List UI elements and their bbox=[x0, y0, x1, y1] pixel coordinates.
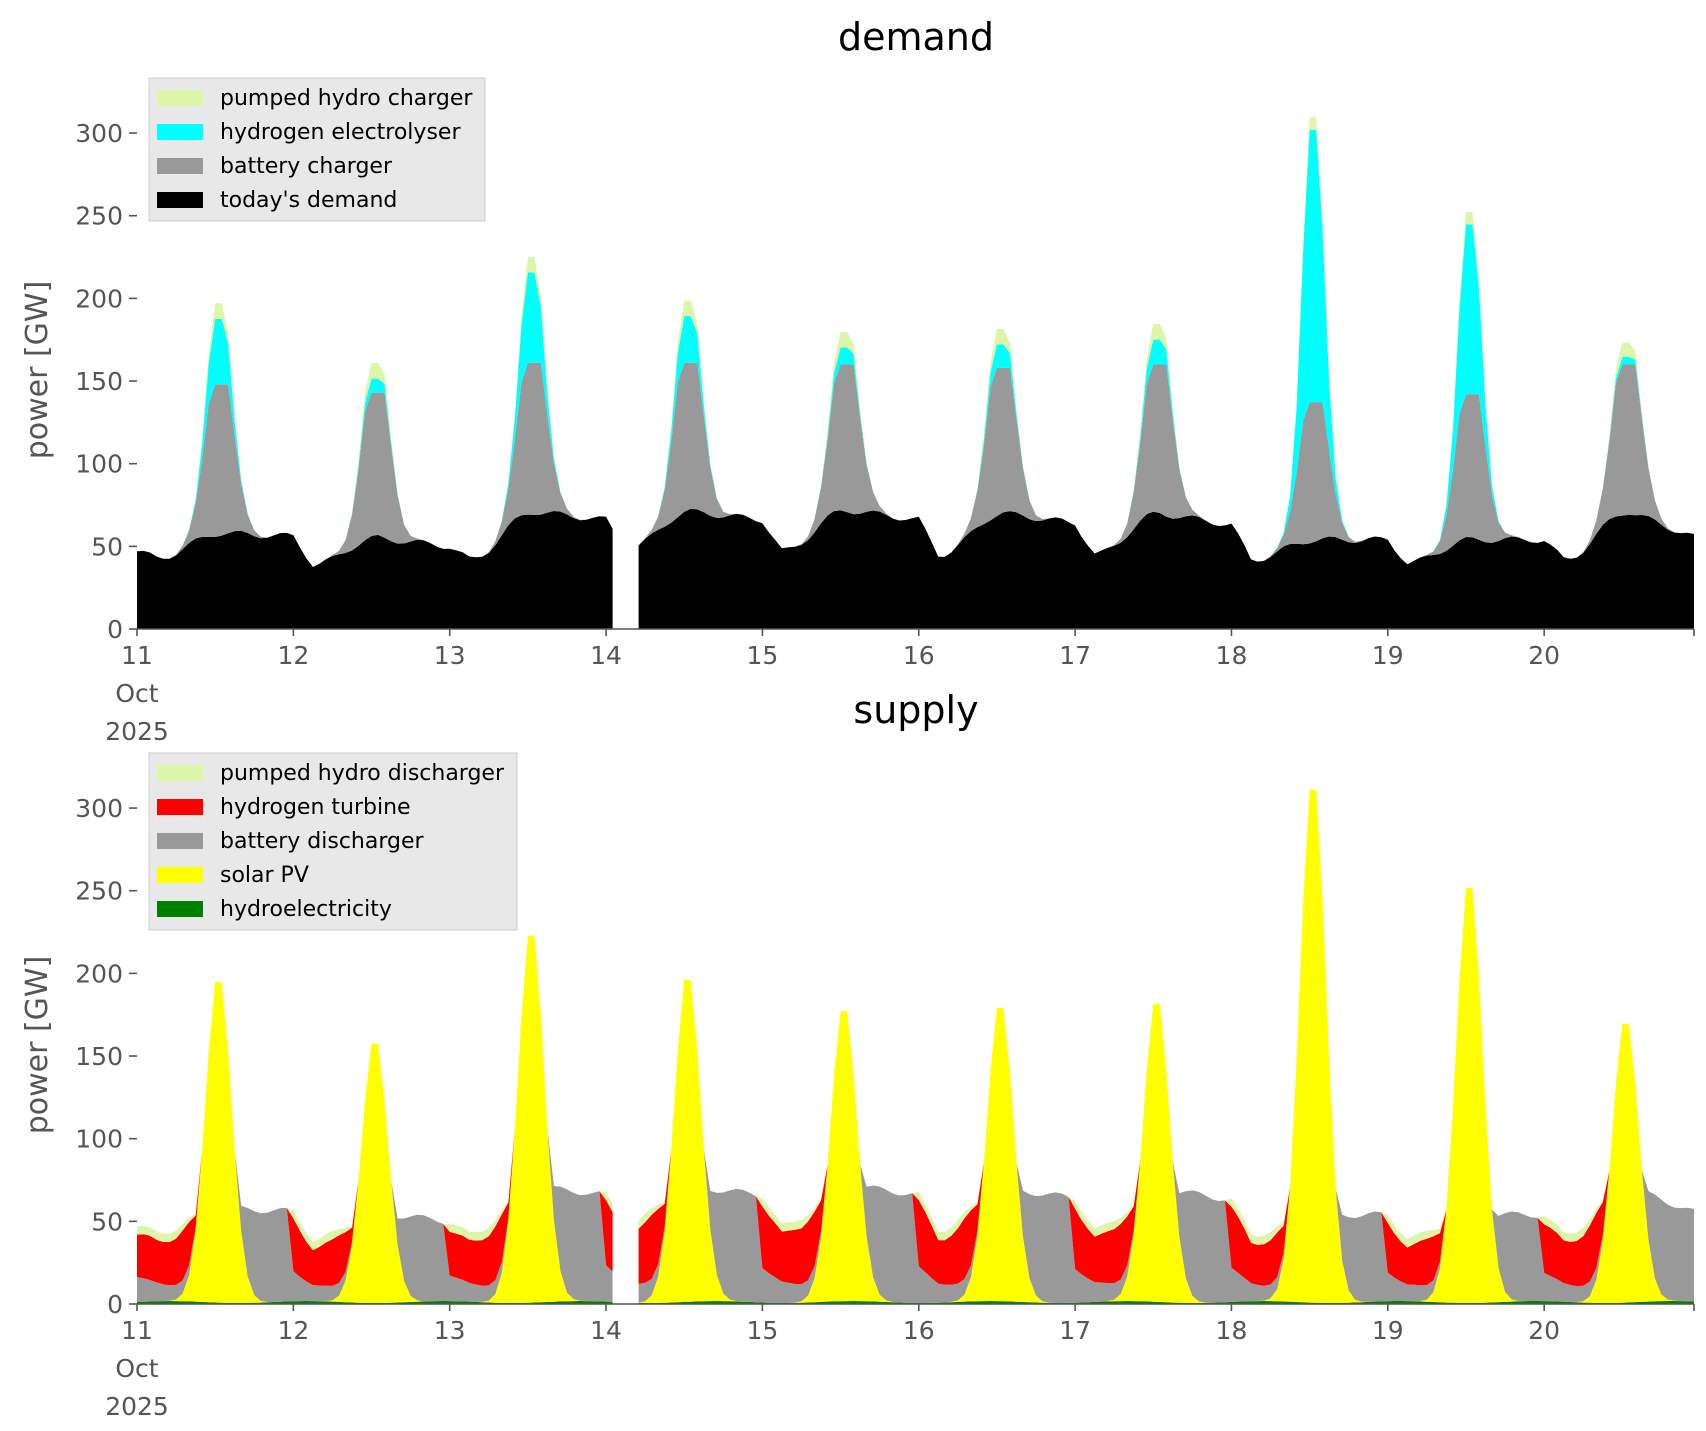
area-layers bbox=[137, 117, 1694, 629]
legend-label-pumped-hydro-charger: pumped hydro charger bbox=[220, 86, 473, 111]
x-tick-label: 19 bbox=[1372, 641, 1404, 670]
legend-swatch-hydrogen-electrolyser bbox=[157, 124, 203, 140]
x-axis-ticks: 11 Oct 2025 12 13 14 15 16 17 18 19 20 bbox=[105, 1304, 1695, 1421]
y-axis-label: power [GW] bbox=[20, 281, 55, 460]
x-tick-label: 16 bbox=[903, 1316, 935, 1345]
x-tick-label: Oct bbox=[115, 1354, 158, 1383]
y-axis-ticks: 0 50 100 150 200 250 300 bbox=[75, 119, 137, 644]
area-hydrogen-electrolyser bbox=[137, 129, 1694, 567]
legend: pumped hydro charger hydrogen electrolys… bbox=[148, 77, 486, 222]
legend-label-battery-charger: battery charger bbox=[220, 154, 393, 179]
chart-title: supply bbox=[853, 688, 978, 732]
legend-label-battery-discharger: battery discharger bbox=[220, 829, 425, 854]
area-battery-discharger bbox=[137, 789, 1694, 1303]
legend-frame bbox=[148, 752, 518, 931]
legend-swatch-solar-pv bbox=[157, 867, 203, 883]
y-tick-label: 100 bbox=[75, 450, 123, 479]
legend-swatch-pumped-hydro-charger bbox=[157, 90, 203, 106]
legend-label-hydroelectricity: hydroelectricity bbox=[220, 897, 392, 922]
y-tick-label: 200 bbox=[75, 959, 123, 988]
x-tick-label: 2025 bbox=[105, 1392, 169, 1421]
x-tick-label: 11 bbox=[121, 1316, 153, 1345]
legend-frame bbox=[148, 77, 486, 222]
y-tick-label: 0 bbox=[107, 615, 123, 644]
legend-label-todays-demand: today's demand bbox=[220, 188, 397, 213]
y-tick-label: 250 bbox=[75, 202, 123, 231]
y-tick-label: 100 bbox=[75, 1125, 123, 1154]
y-axis-ticks: 0 50 100 150 200 250 300 bbox=[75, 794, 137, 1319]
x-tick-label: 11 bbox=[121, 641, 153, 670]
area-today-s-demand bbox=[137, 508, 1694, 629]
y-axis-label: power [GW] bbox=[20, 956, 55, 1135]
legend-label-solar-pv: solar PV bbox=[220, 863, 309, 888]
x-tick-label: 14 bbox=[590, 641, 622, 670]
y-tick-label: 300 bbox=[75, 794, 123, 823]
x-tick-label: 17 bbox=[1059, 641, 1091, 670]
x-tick-label: 13 bbox=[434, 641, 466, 670]
x-tick-label: 13 bbox=[434, 1316, 466, 1345]
legend-swatch-battery-discharger bbox=[157, 833, 203, 849]
y-tick-label: 300 bbox=[75, 119, 123, 148]
legend-label-pumped-hydro-discharger: pumped hydro discharger bbox=[220, 761, 505, 786]
y-tick-label: 0 bbox=[107, 1290, 123, 1319]
x-tick-label: 18 bbox=[1216, 641, 1248, 670]
y-tick-label: 200 bbox=[75, 284, 123, 313]
legend-swatch-hydroelectricity bbox=[157, 901, 203, 917]
x-tick-label: 16 bbox=[903, 641, 935, 670]
x-tick-label: 19 bbox=[1372, 1316, 1404, 1345]
x-tick-label: 18 bbox=[1216, 1316, 1248, 1345]
x-tick-label: 12 bbox=[277, 1316, 309, 1345]
legend: pumped hydro discharger hydrogen turbine… bbox=[148, 752, 518, 931]
area-battery-charger bbox=[137, 362, 1694, 567]
demand-panel: demand power [GW] 0 50 100 150 200 250 300 11 O… bbox=[20, 15, 1695, 746]
y-tick-label: 250 bbox=[75, 877, 123, 906]
x-axis-ticks: 11 Oct 2025 12 13 14 15 16 17 18 19 20 bbox=[105, 629, 1695, 746]
x-tick-label: 17 bbox=[1059, 1316, 1091, 1345]
x-tick-label: 14 bbox=[590, 1316, 622, 1345]
legend-label-hydrogen-electrolyser: hydrogen electrolyser bbox=[220, 120, 461, 145]
x-tick-label: 2025 bbox=[105, 717, 169, 746]
y-tick-label: 150 bbox=[75, 367, 123, 396]
area-solar-pv bbox=[137, 789, 1694, 1303]
x-tick-label: Oct bbox=[115, 679, 158, 708]
y-tick-label: 50 bbox=[91, 1207, 123, 1236]
y-tick-label: 50 bbox=[91, 532, 123, 561]
legend-swatch-todays-demand bbox=[157, 192, 203, 208]
supply-panel: supply power [GW] 0 50 100 150 200 250 300 11 O… bbox=[20, 688, 1695, 1421]
x-tick-label: 15 bbox=[746, 1316, 778, 1345]
legend-swatch-hydrogen-turbine bbox=[157, 799, 203, 815]
legend-swatch-battery-charger bbox=[157, 158, 203, 174]
area-hydrogen-turbine bbox=[137, 789, 1694, 1287]
x-tick-label: 15 bbox=[746, 641, 778, 670]
legend-swatch-pumped-hydro-discharger bbox=[157, 765, 203, 781]
x-tick-label: 20 bbox=[1528, 641, 1560, 670]
y-tick-label: 150 bbox=[75, 1042, 123, 1071]
chart-title: demand bbox=[838, 15, 994, 59]
legend-label-hydrogen-turbine: hydrogen turbine bbox=[220, 795, 411, 820]
x-tick-label: 12 bbox=[277, 641, 309, 670]
x-tick-label: 20 bbox=[1528, 1316, 1560, 1345]
